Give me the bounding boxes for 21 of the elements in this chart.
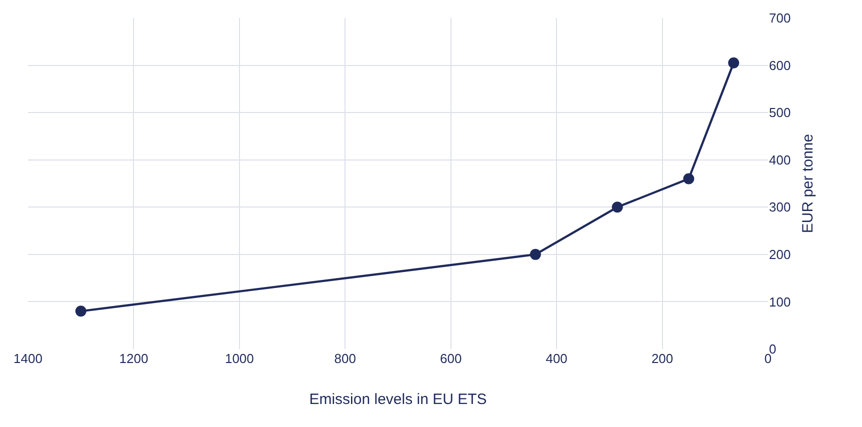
- point: [612, 202, 623, 213]
- point: [75, 306, 86, 317]
- x-tick-label: 600: [440, 351, 462, 366]
- point: [683, 173, 694, 184]
- y2-tick-label: 700: [769, 10, 791, 26]
- y2-tick-label: 100: [769, 294, 791, 310]
- x-axis-title: Emission levels in EU ETS: [309, 391, 487, 408]
- x-tick-label: 1200: [119, 351, 148, 366]
- y2-tick-label: 400: [769, 152, 791, 168]
- y2-tick-label: 200: [769, 246, 791, 262]
- y2-tick-label: 600: [769, 58, 791, 73]
- y2-tick-label: 300: [769, 200, 791, 215]
- x-tick-label: 200: [651, 351, 674, 366]
- x-tick-label: 800: [334, 351, 356, 366]
- y2-tick-label: 500: [769, 105, 791, 120]
- point: [728, 57, 740, 68]
- x-tick-label: 400: [546, 351, 568, 366]
- x-tick-label: 1400: [14, 351, 42, 366]
- y2-axis-title: EUR per tonne: [800, 134, 817, 234]
- x-tick-label: 1000: [224, 351, 254, 366]
- point: [530, 248, 541, 260]
